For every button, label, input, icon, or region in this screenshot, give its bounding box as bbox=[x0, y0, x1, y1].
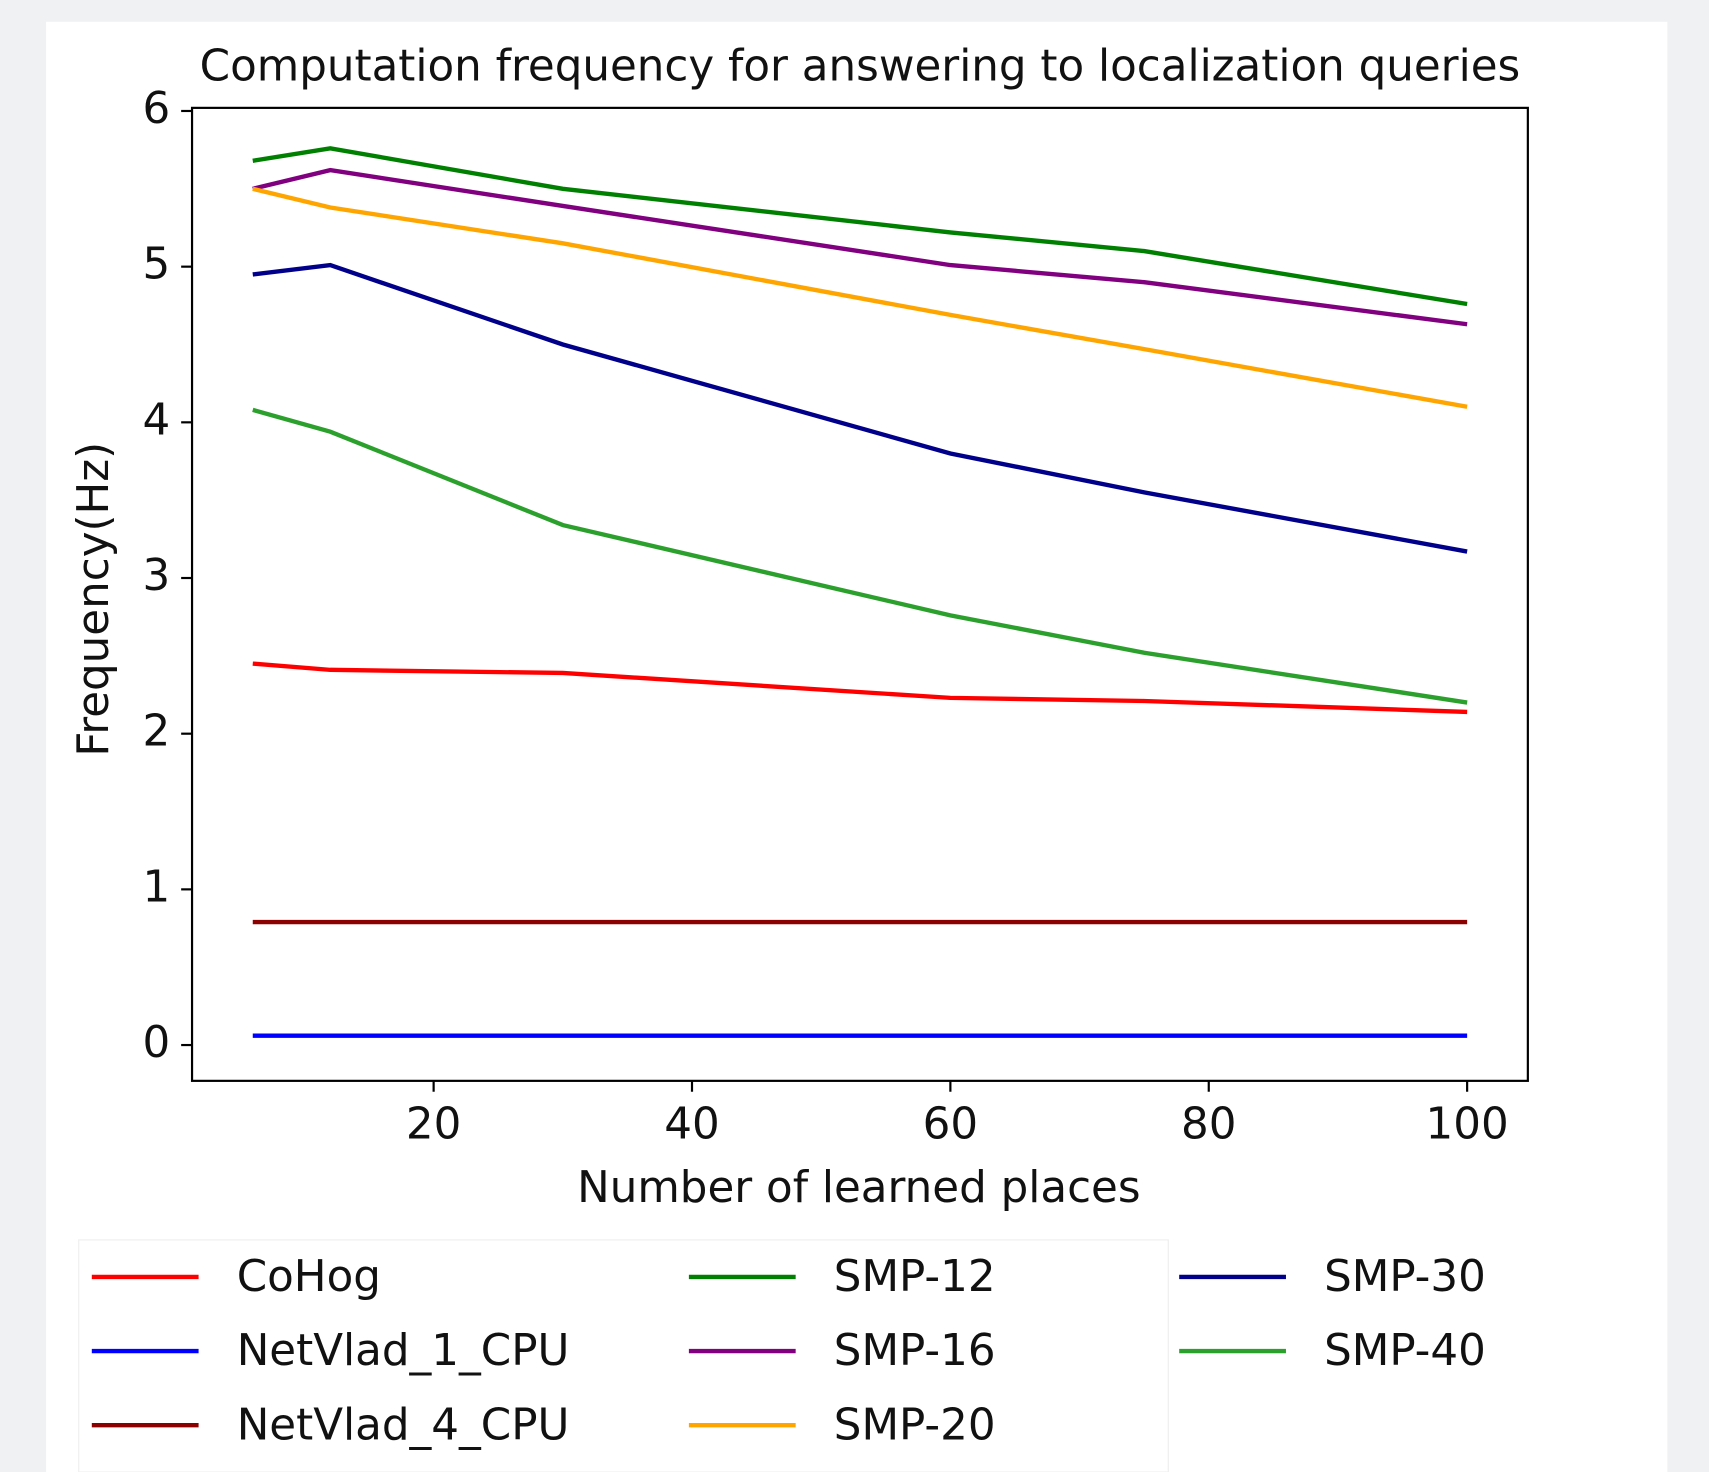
series-line bbox=[252, 661, 1468, 715]
series-line bbox=[252, 146, 1468, 307]
x-tick-label: 60 bbox=[923, 1100, 978, 1150]
legend-label: SMP-20 bbox=[834, 1400, 996, 1450]
y-tick-label: 6 bbox=[143, 84, 171, 134]
y-tick-label: 4 bbox=[143, 395, 171, 445]
series-line bbox=[252, 167, 1468, 327]
x-axis-label: Number of learned places bbox=[577, 1163, 1140, 1213]
legend-box bbox=[78, 1239, 1169, 1472]
y-axis-label: Frequency(Hz) bbox=[69, 442, 119, 757]
legend-label: SMP-40 bbox=[1324, 1326, 1486, 1376]
x-tick-label: 40 bbox=[664, 1100, 719, 1150]
legend-label: NetVlad_1_CPU bbox=[237, 1326, 570, 1376]
figure-background bbox=[46, 21, 1668, 1472]
series-line bbox=[252, 262, 1468, 554]
chart-title: Computation frequency for answering to l… bbox=[200, 42, 1521, 92]
y-tick-label: 3 bbox=[143, 551, 171, 601]
y-tick-label: 2 bbox=[143, 707, 171, 757]
x-tick-label: 80 bbox=[1181, 1100, 1236, 1150]
legend-label: NetVlad_4_CPU bbox=[237, 1400, 570, 1450]
plot-frame bbox=[190, 106, 1529, 1082]
legend-label: SMP-12 bbox=[834, 1252, 996, 1302]
y-tick-label: 1 bbox=[143, 862, 171, 912]
legend-label: SMP-16 bbox=[834, 1326, 996, 1376]
y-tick-label: 0 bbox=[143, 1018, 171, 1068]
legend-label: CoHog bbox=[237, 1252, 381, 1302]
series-line bbox=[252, 407, 1468, 705]
series-line bbox=[252, 186, 1468, 409]
x-tick-label: 20 bbox=[406, 1100, 461, 1150]
x-tick-label: 100 bbox=[1426, 1100, 1509, 1150]
y-tick-label: 5 bbox=[143, 240, 171, 290]
legend-label: SMP-30 bbox=[1324, 1252, 1486, 1302]
